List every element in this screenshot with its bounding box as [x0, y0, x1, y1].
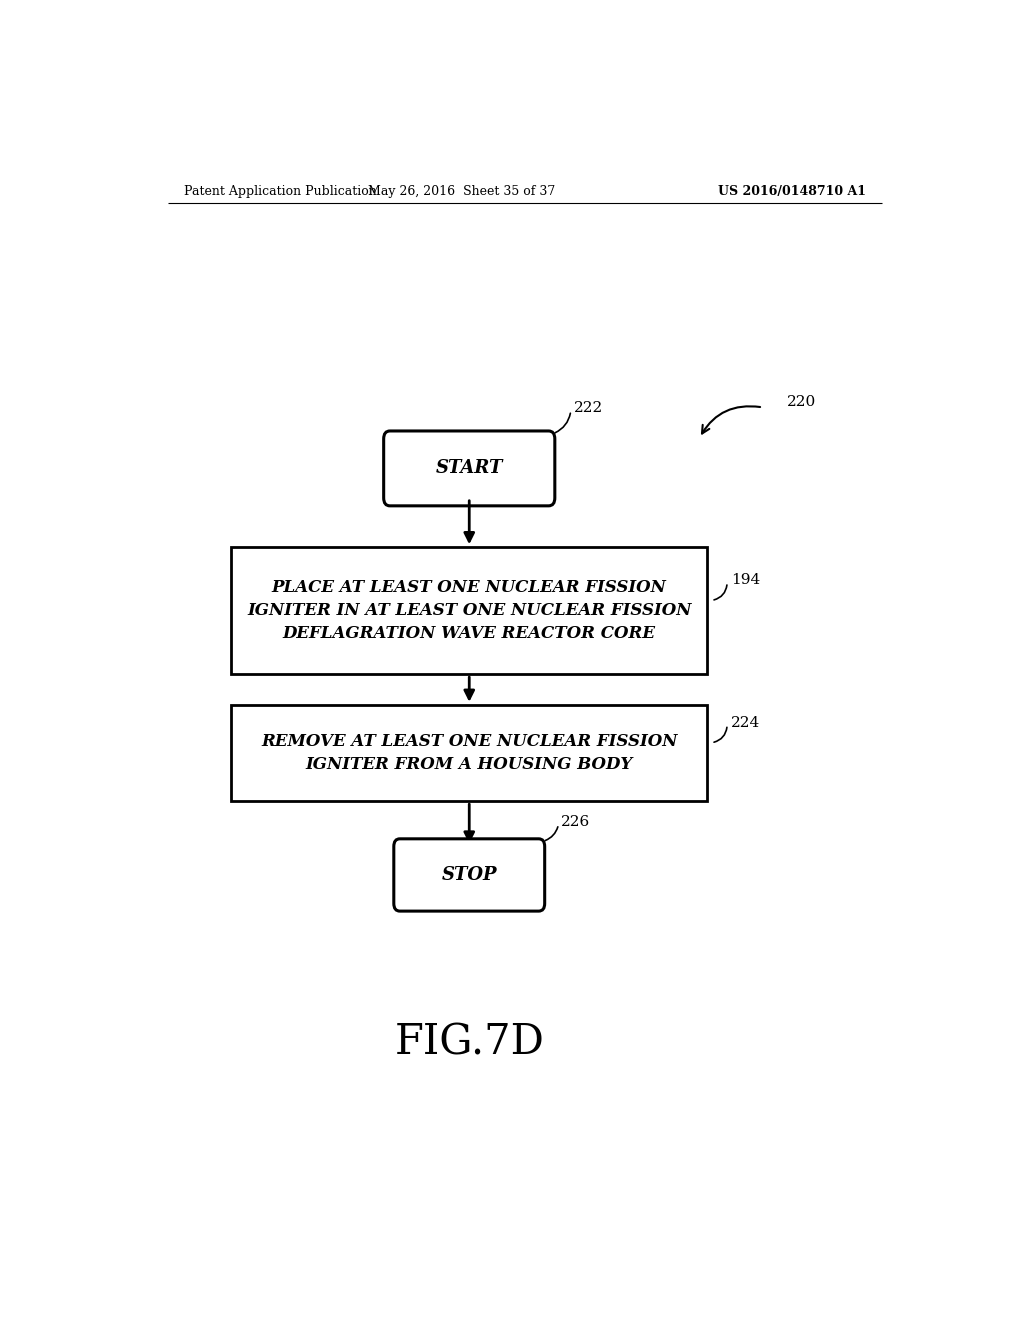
Text: Patent Application Publication: Patent Application Publication: [183, 185, 376, 198]
Text: REMOVE AT LEAST ONE NUCLEAR FISSION
IGNITER FROM A HOUSING BODY: REMOVE AT LEAST ONE NUCLEAR FISSION IGNI…: [261, 733, 678, 774]
Text: STOP: STOP: [441, 866, 497, 884]
Text: PLACE AT LEAST ONE NUCLEAR FISSION
IGNITER IN AT LEAST ONE NUCLEAR FISSION
DEFLA: PLACE AT LEAST ONE NUCLEAR FISSION IGNIT…: [247, 579, 691, 642]
Text: 220: 220: [786, 395, 816, 409]
Text: 222: 222: [574, 401, 603, 416]
Text: May 26, 2016  Sheet 35 of 37: May 26, 2016 Sheet 35 of 37: [368, 185, 555, 198]
Bar: [231, 548, 708, 675]
Text: START: START: [435, 459, 503, 478]
Text: US 2016/0148710 A1: US 2016/0148710 A1: [718, 185, 866, 198]
FancyBboxPatch shape: [394, 838, 545, 911]
FancyBboxPatch shape: [384, 430, 555, 506]
Text: FIG.7D: FIG.7D: [394, 1022, 544, 1064]
Bar: [231, 705, 708, 801]
Text: 224: 224: [731, 715, 761, 730]
Text: 194: 194: [731, 573, 761, 587]
Text: 226: 226: [561, 816, 590, 829]
